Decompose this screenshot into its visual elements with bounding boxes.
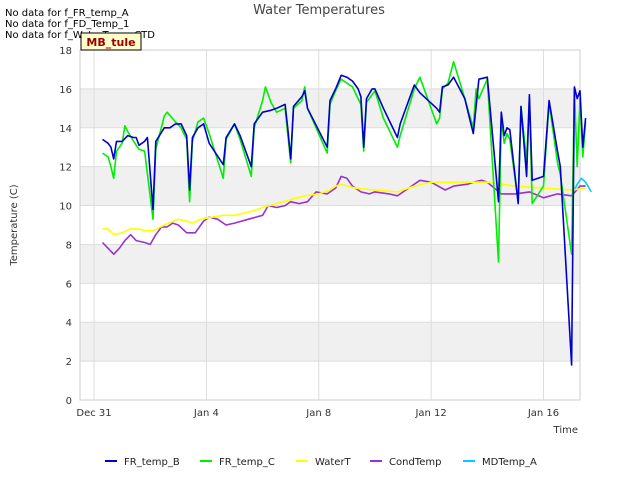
series-line-WaterT	[102, 181, 586, 236]
legend-label: FR_temp_C	[219, 457, 275, 468]
y-tick-label: 6	[66, 279, 72, 290]
no-data-message-1: No data for f_FR_temp_A	[5, 8, 129, 19]
legend-label: MDTemp_A	[482, 457, 537, 468]
legend-label: CondTemp	[389, 457, 441, 468]
x-tick-label: Jan 4	[193, 408, 219, 419]
x-tick-label: Jan 12	[414, 408, 446, 419]
y-tick-label: 12	[59, 163, 72, 174]
y-tick-label: 2	[66, 357, 72, 368]
x-axis-ticks: Dec 31 Jan 4 Jan 8 Jan 12 Jan 16	[76, 408, 559, 419]
x-tick-label: Dec 31	[76, 408, 111, 419]
no-data-message-2: No data for f_FD_Temp_1	[5, 19, 130, 30]
series-line-FR_temp_B	[102, 74, 587, 366]
background-band	[80, 361, 580, 400]
series-line-CondTemp	[101, 175, 586, 255]
legend-label: FR_temp_B	[124, 457, 180, 468]
y-tick-label: 10	[59, 202, 72, 213]
background-band	[80, 127, 580, 167]
legend: FR_temp_B FR_temp_C WaterT CondTemp MDTemp_A	[105, 457, 537, 468]
background-band	[80, 283, 580, 323]
site-badge-label: MB_tule	[86, 36, 135, 49]
y-tick-label: 14	[59, 124, 72, 135]
site-badge: MB_tule	[80, 32, 142, 51]
background-band	[80, 322, 580, 362]
plot-frame	[79, 49, 581, 401]
series-layer	[101, 60, 592, 366]
y-tick-label: 16	[59, 85, 72, 96]
chart-title: Water Temperatures	[253, 3, 385, 18]
background-band	[80, 50, 580, 89]
y-tick-label: 18	[59, 46, 72, 57]
y-tick-label: 8	[66, 240, 72, 251]
background-band	[80, 244, 580, 284]
series-line-MDTemp_A	[573, 177, 592, 193]
y-tick-label: 0	[66, 396, 72, 407]
x-tick-label: Jan 8	[305, 408, 331, 419]
no-data-message-3: No data for f_WaterTemp_CTD	[5, 30, 155, 41]
background-band	[80, 205, 580, 245]
y-axis-ticks: 0 2 4 6 8 10 12 14 16 18	[59, 46, 72, 407]
x-tick-label: Jan 16	[527, 408, 559, 419]
legend-label: WaterT	[315, 457, 352, 468]
y-axis-label: Temperature (C)	[9, 184, 20, 266]
x-axis-label: Time	[553, 425, 578, 436]
y-tick-label: 4	[66, 318, 72, 329]
